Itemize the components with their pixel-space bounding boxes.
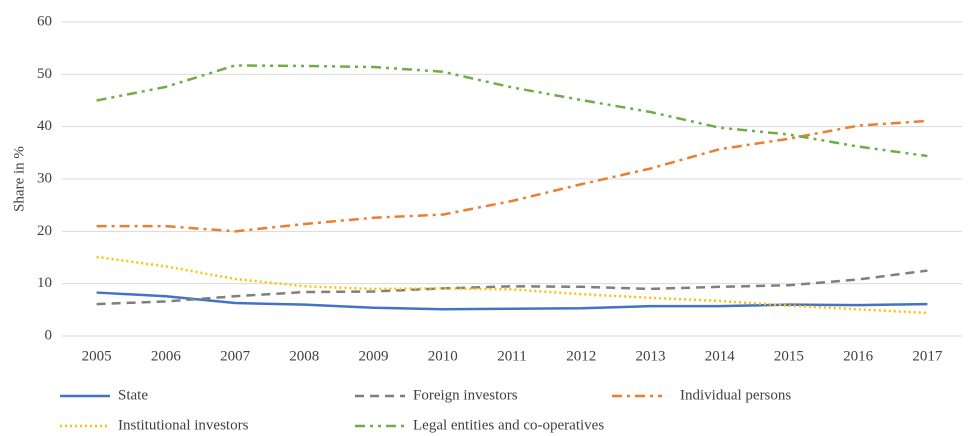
y-tick-label: 10 bbox=[37, 275, 52, 291]
legend-label: Individual persons bbox=[680, 387, 791, 403]
x-tick-label: 2015 bbox=[774, 348, 804, 364]
x-tick-label: 2017 bbox=[912, 348, 943, 364]
x-tick-label: 2006 bbox=[151, 348, 182, 364]
x-tick-label: 2010 bbox=[428, 348, 458, 364]
series-line bbox=[96, 291, 928, 311]
x-tick-label: 2009 bbox=[359, 348, 389, 364]
y-tick-label: 30 bbox=[37, 170, 52, 186]
legend-label: Foreign investors bbox=[413, 387, 518, 403]
legend-label: State bbox=[118, 387, 148, 403]
y-axis-label: Share in % bbox=[11, 146, 27, 212]
x-tick-label: 2011 bbox=[497, 348, 526, 364]
y-tick-label: 50 bbox=[37, 66, 52, 82]
x-tick-label: 2013 bbox=[635, 348, 665, 364]
x-tick-label: 2005 bbox=[82, 348, 112, 364]
legend-label: Legal entities and co-operatives bbox=[413, 417, 604, 433]
series-line bbox=[96, 255, 928, 315]
x-tick-label: 2014 bbox=[705, 348, 736, 364]
legend-label: Institutional investors bbox=[118, 417, 249, 433]
x-tick-label: 2008 bbox=[289, 348, 319, 364]
x-tick-label: 2016 bbox=[843, 348, 874, 364]
x-tick-label: 2007 bbox=[220, 348, 251, 364]
y-tick-label: 20 bbox=[37, 223, 52, 239]
x-tick-label: 2012 bbox=[566, 348, 596, 364]
series-line bbox=[96, 119, 928, 233]
y-tick-label: 0 bbox=[45, 327, 53, 343]
y-tick-label: 60 bbox=[37, 13, 52, 29]
series-line bbox=[96, 64, 928, 158]
series-line bbox=[96, 269, 928, 306]
y-tick-label: 40 bbox=[37, 118, 52, 134]
